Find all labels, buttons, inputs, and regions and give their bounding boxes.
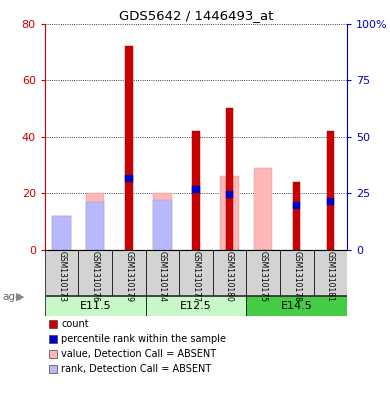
Bar — [78, 250, 112, 295]
Bar — [226, 108, 233, 250]
Bar — [220, 176, 239, 250]
Bar — [145, 296, 246, 316]
Text: E12.5: E12.5 — [180, 301, 212, 311]
Bar — [86, 202, 105, 250]
Text: GSM1310177: GSM1310177 — [191, 251, 200, 302]
Bar — [326, 198, 334, 205]
Text: ▶: ▶ — [16, 292, 24, 302]
Bar — [153, 193, 172, 250]
Bar — [112, 250, 145, 295]
Text: rank, Detection Call = ABSENT: rank, Detection Call = ABSENT — [61, 364, 211, 374]
Text: GSM1310180: GSM1310180 — [225, 251, 234, 302]
Bar — [45, 250, 78, 295]
Bar — [280, 250, 314, 295]
Bar — [86, 193, 105, 250]
Bar — [293, 182, 300, 250]
Bar — [213, 250, 246, 295]
Title: GDS5642 / 1446493_at: GDS5642 / 1446493_at — [119, 9, 273, 22]
Text: E14.5: E14.5 — [281, 301, 313, 311]
Bar — [246, 296, 347, 316]
Bar — [153, 200, 172, 250]
Text: GSM1310175: GSM1310175 — [259, 251, 268, 302]
Bar — [125, 46, 133, 250]
Text: GSM1310178: GSM1310178 — [292, 251, 301, 302]
Text: GSM1310181: GSM1310181 — [326, 251, 335, 302]
Text: value, Detection Call = ABSENT: value, Detection Call = ABSENT — [61, 349, 216, 359]
Text: GSM1310174: GSM1310174 — [158, 251, 167, 302]
Bar — [52, 216, 71, 250]
Bar — [145, 250, 179, 295]
Bar — [314, 250, 347, 295]
Bar — [226, 191, 233, 198]
Text: GSM1310176: GSM1310176 — [91, 251, 100, 302]
Bar — [125, 175, 133, 182]
Bar — [192, 131, 200, 250]
Text: GSM1310173: GSM1310173 — [57, 251, 66, 302]
Bar — [293, 202, 300, 209]
Bar — [246, 250, 280, 295]
Bar — [326, 131, 334, 250]
Bar — [192, 186, 200, 193]
Bar — [45, 296, 145, 316]
Text: count: count — [61, 319, 89, 329]
Text: percentile rank within the sample: percentile rank within the sample — [61, 334, 226, 344]
Bar — [254, 168, 272, 250]
Text: age: age — [2, 292, 21, 302]
Text: E11.5: E11.5 — [80, 301, 111, 311]
Bar — [52, 216, 71, 250]
Text: GSM1310179: GSM1310179 — [124, 251, 133, 302]
Bar — [179, 250, 213, 295]
